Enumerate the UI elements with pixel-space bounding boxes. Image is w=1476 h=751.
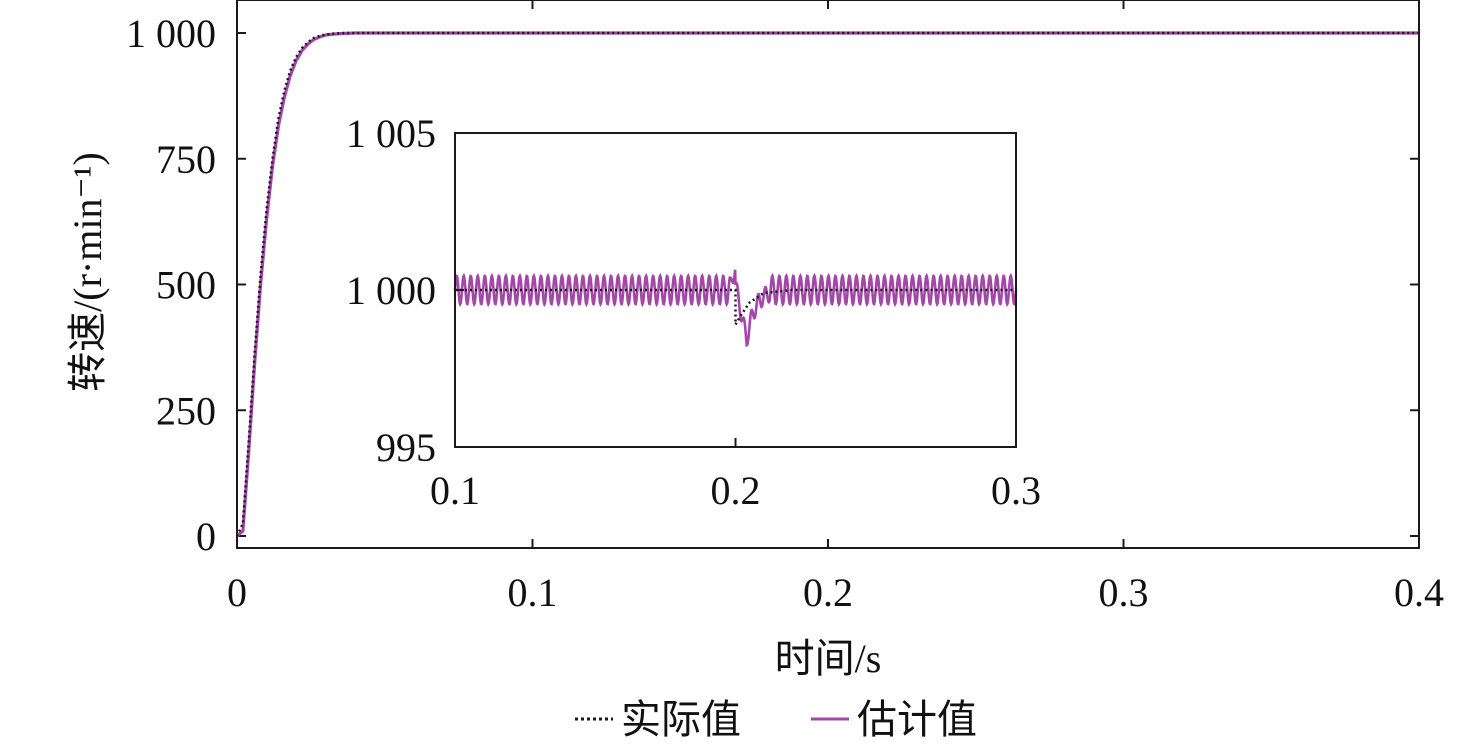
main-y-tick-label: 1 000	[126, 11, 216, 56]
legend-label-estimate: 估计值	[857, 697, 977, 742]
inset-series-group	[453, 269, 1018, 348]
inset-y-ticks: 995 1 000 1 005	[346, 111, 464, 470]
main-y-ticks: 0 250 500 750 1 000	[126, 11, 1419, 559]
legend-label-actual: 实际值	[621, 697, 741, 742]
y-axis-title: 转速/(r·min⁻¹)	[65, 152, 110, 392]
main-y-tick-label: 250	[156, 388, 216, 433]
inset-plot: 0.1 0.2 0.3 995 1 000 1 005	[346, 111, 1041, 513]
main-series-actual-line	[235, 31, 1419, 537]
inset-x-tick-label: 0.2	[711, 468, 761, 513]
main-y-tick-label: 750	[156, 137, 216, 182]
x-axis-title: 时间/s	[775, 636, 882, 681]
main-x-ticks: 0 0.1 0.2 0.3 0.4	[227, 0, 1444, 615]
main-plot: 0 0.1 0.2 0.3 0.4 0 250 500 750 1 000	[126, 0, 1444, 615]
main-x-tick-label: 0.2	[803, 570, 853, 615]
inset-y-tick-label: 995	[376, 425, 436, 470]
inset-x-ticks: 0.1 0.2 0.3	[430, 438, 1041, 513]
inset-series-actual-line	[455, 288, 1016, 330]
main-x-tick-label: 0.3	[1099, 570, 1149, 615]
inset-x-tick-label: 0.1	[430, 468, 480, 513]
main-x-tick-label: 0.4	[1394, 570, 1444, 615]
main-x-tick-label: 0.1	[508, 570, 558, 615]
inset-y-tick-label: 1 000	[346, 268, 436, 313]
legend: 实际值 估计值	[575, 697, 977, 742]
main-y-tick-label: 0	[196, 514, 216, 559]
inset-series-estimate-line	[453, 269, 1018, 348]
main-y-tick-label: 500	[156, 263, 216, 308]
main-x-tick-label: 0	[227, 570, 247, 615]
inset-y-tick-label: 1 005	[346, 111, 436, 156]
inset-x-tick-label: 0.3	[991, 468, 1041, 513]
main-series-group	[235, 31, 1419, 538]
